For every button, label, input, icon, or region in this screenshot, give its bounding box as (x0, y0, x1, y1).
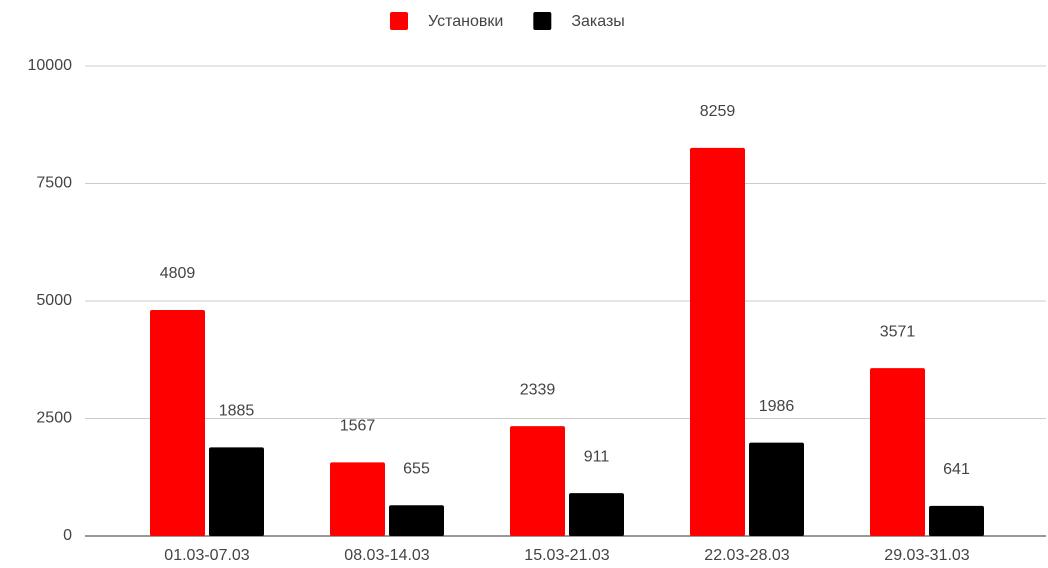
data-label: 4809 (160, 265, 196, 282)
y-tick-label: 7500 (36, 175, 72, 192)
data-label: 911 (584, 448, 610, 465)
x-tick-label: 15.03-21.03 (524, 547, 610, 564)
x-tick-label: 01.03-07.03 (164, 547, 250, 564)
x-tick-label: 29.03-31.03 (884, 547, 970, 564)
data-label: 655 (403, 460, 430, 477)
data-label: 1885 (219, 403, 255, 420)
y-tick-label: 0 (63, 527, 72, 544)
data-label: 8259 (700, 103, 736, 120)
legend-label: Заказы (571, 13, 624, 30)
bar (690, 147, 745, 536)
bar (330, 462, 385, 536)
bar (870, 368, 925, 536)
data-label: 1567 (340, 418, 376, 435)
legend-swatch (533, 12, 552, 30)
data-label: 3571 (880, 323, 916, 340)
bar (150, 309, 205, 536)
bar (389, 505, 444, 536)
legend-label: Установки (428, 13, 503, 30)
y-tick-label: 10000 (28, 57, 73, 74)
bar (209, 447, 264, 536)
bar (510, 426, 565, 536)
bar (929, 505, 984, 536)
y-tick-label: 5000 (36, 292, 72, 309)
bar (569, 493, 624, 536)
data-label: 1986 (759, 398, 795, 415)
y-tick-label: 2500 (36, 410, 72, 427)
bar (749, 442, 804, 536)
data-label: 641 (943, 461, 970, 478)
x-tick-label: 08.03-14.03 (344, 547, 430, 564)
legend-swatch (390, 12, 408, 30)
x-tick-label: 22.03-28.03 (704, 547, 790, 564)
data-label: 2339 (520, 381, 556, 398)
